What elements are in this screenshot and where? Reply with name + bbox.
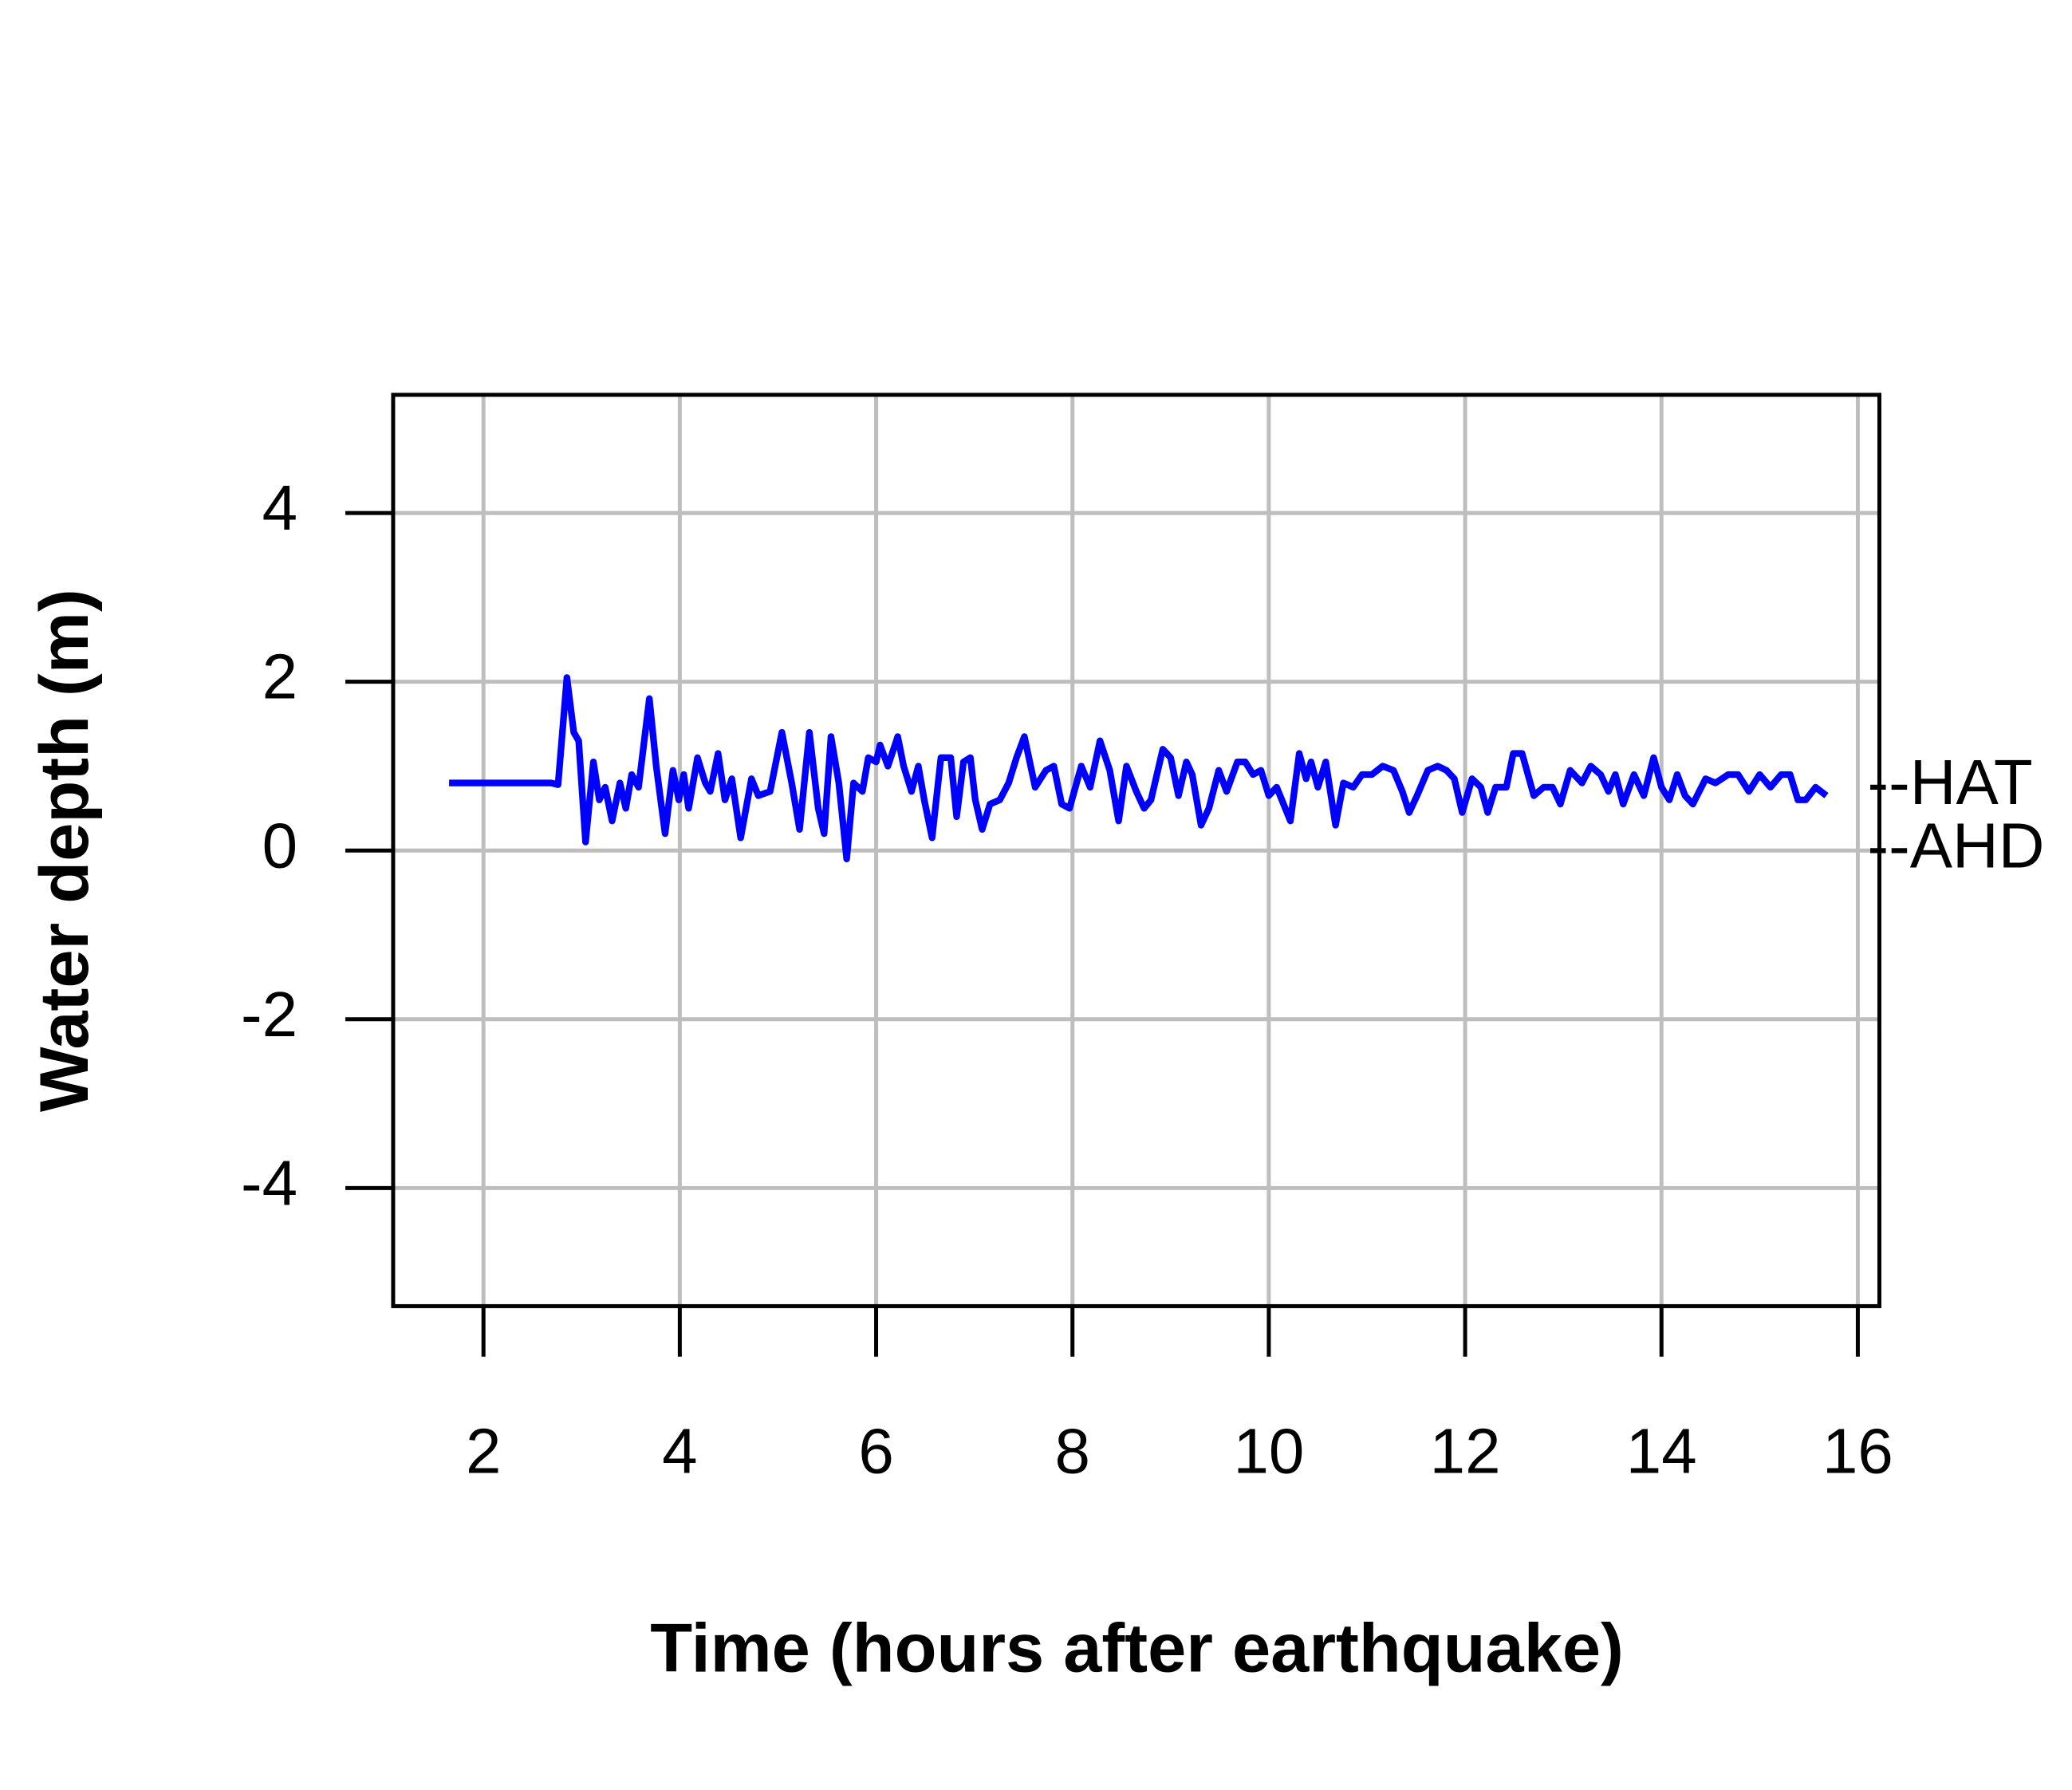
data-line bbox=[449, 674, 1829, 862]
x-axis-label: Time (hours after earthquake) bbox=[650, 1610, 1624, 1686]
annotation: --HAT bbox=[1868, 747, 2033, 818]
y-tick-label: 2 bbox=[262, 641, 297, 712]
y-tick-label: 0 bbox=[262, 810, 297, 881]
x-tick-label: 6 bbox=[858, 1416, 893, 1487]
x-tick-label: 8 bbox=[1055, 1416, 1090, 1487]
y-tick-label: -2 bbox=[241, 979, 297, 1050]
x-tick-label: 12 bbox=[1430, 1416, 1501, 1487]
plot-frame bbox=[391, 392, 1882, 1308]
annotation: --AHD bbox=[1868, 810, 2045, 881]
x-tick-label: 10 bbox=[1233, 1416, 1304, 1487]
x-tick-label: 14 bbox=[1626, 1416, 1697, 1487]
x-tick-label: 4 bbox=[662, 1416, 697, 1487]
x-tick-label: 16 bbox=[1822, 1416, 1893, 1487]
y-tick-label: -4 bbox=[241, 1147, 297, 1218]
x-tick-label: 2 bbox=[466, 1416, 501, 1487]
y-axis-label: Water depth (m) bbox=[26, 589, 103, 1112]
y-tick-label: 4 bbox=[262, 472, 297, 543]
